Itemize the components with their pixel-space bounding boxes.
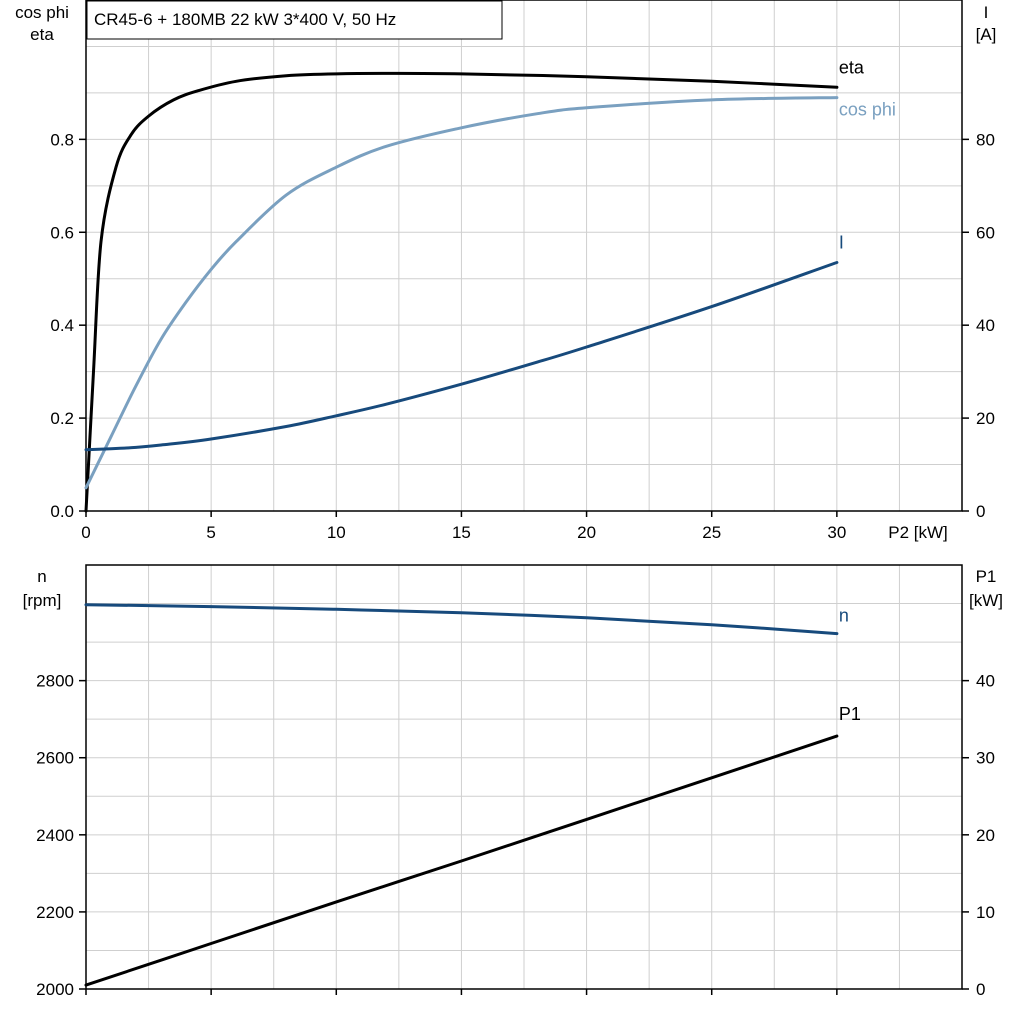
x-tick-label: 10 <box>327 523 346 542</box>
bottom-panel: 2000 2200 2400 2600 2800 0 10 20 30 40 n [rpm] P1 [kW… <box>23 564 1003 999</box>
right-tick-label: 60 <box>976 223 995 242</box>
left-tick-label: 2400 <box>36 826 74 845</box>
right-tick-label: 10 <box>976 903 995 922</box>
left-tick-label: 0.8 <box>50 130 74 149</box>
left-tick-label: 0.6 <box>50 223 74 242</box>
left-axis-label: [rpm] <box>23 591 62 610</box>
right-tick-label: 20 <box>976 409 995 428</box>
x-axis-label: P2 [kW] <box>888 523 948 542</box>
left-tick-label: 2800 <box>36 672 74 691</box>
series-label-n: n <box>839 606 849 626</box>
right-axis-label: P1 <box>976 567 997 586</box>
right-tick-label: 40 <box>976 316 995 335</box>
left-tick-label: 2000 <box>36 980 74 999</box>
left-axis-label: n <box>37 567 46 586</box>
left-axis-label: cos phi <box>15 3 69 22</box>
right-tick-label: 40 <box>976 672 995 691</box>
left-tick-label: 2200 <box>36 903 74 922</box>
left-tick-label: 0.0 <box>50 502 74 521</box>
right-axis-label: [A] <box>976 25 997 44</box>
series-line-p1 <box>84 734 839 987</box>
right-tick-label: 30 <box>976 749 995 768</box>
chart-title: CR45-6 + 180MB 22 kW 3*400 V, 50 Hz <box>94 10 396 29</box>
series-line-n <box>84 603 839 636</box>
x-tick-label: 20 <box>577 523 596 542</box>
series-label-p1: P1 <box>839 704 861 724</box>
title-box: CR45-6 + 180MB 22 kW 3*400 V, 50 Hz <box>86 0 503 40</box>
x-tick-label: 0 <box>81 523 90 542</box>
right-tick-label: 80 <box>976 130 995 149</box>
plot-frame <box>85 0 963 512</box>
series-line-i <box>84 261 839 452</box>
right-axis-label: [kW] <box>969 591 1003 610</box>
left-axis-label: eta <box>30 25 54 44</box>
right-tick-label: 20 <box>976 826 995 845</box>
x-tick-label: 25 <box>702 523 721 542</box>
left-tick-label: 0.4 <box>50 316 74 335</box>
x-tick-label: 30 <box>827 523 846 542</box>
right-axis-label: I <box>984 3 989 22</box>
series-label-cos-phi: cos phi <box>839 100 896 120</box>
plot-frame <box>85 564 963 990</box>
series-line-cos-phi <box>84 96 839 490</box>
series-label-i: I <box>839 232 844 252</box>
x-tick-label: 15 <box>452 523 471 542</box>
title-box-frame <box>86 0 503 40</box>
x-tick-label: 5 <box>206 523 215 542</box>
right-tick-label: 0 <box>976 980 985 999</box>
right-tick-label: 0 <box>976 502 985 521</box>
series-line-eta <box>84 71 839 513</box>
left-tick-label: 0.2 <box>50 409 74 428</box>
left-tick-label: 2600 <box>36 749 74 768</box>
top-panel: 0.0 0.2 0.4 0.6 0.8 0 20 40 60 80 0 5 10 15 20 25 30 P2 [… <box>15 0 996 542</box>
series-label-eta: eta <box>839 57 865 77</box>
